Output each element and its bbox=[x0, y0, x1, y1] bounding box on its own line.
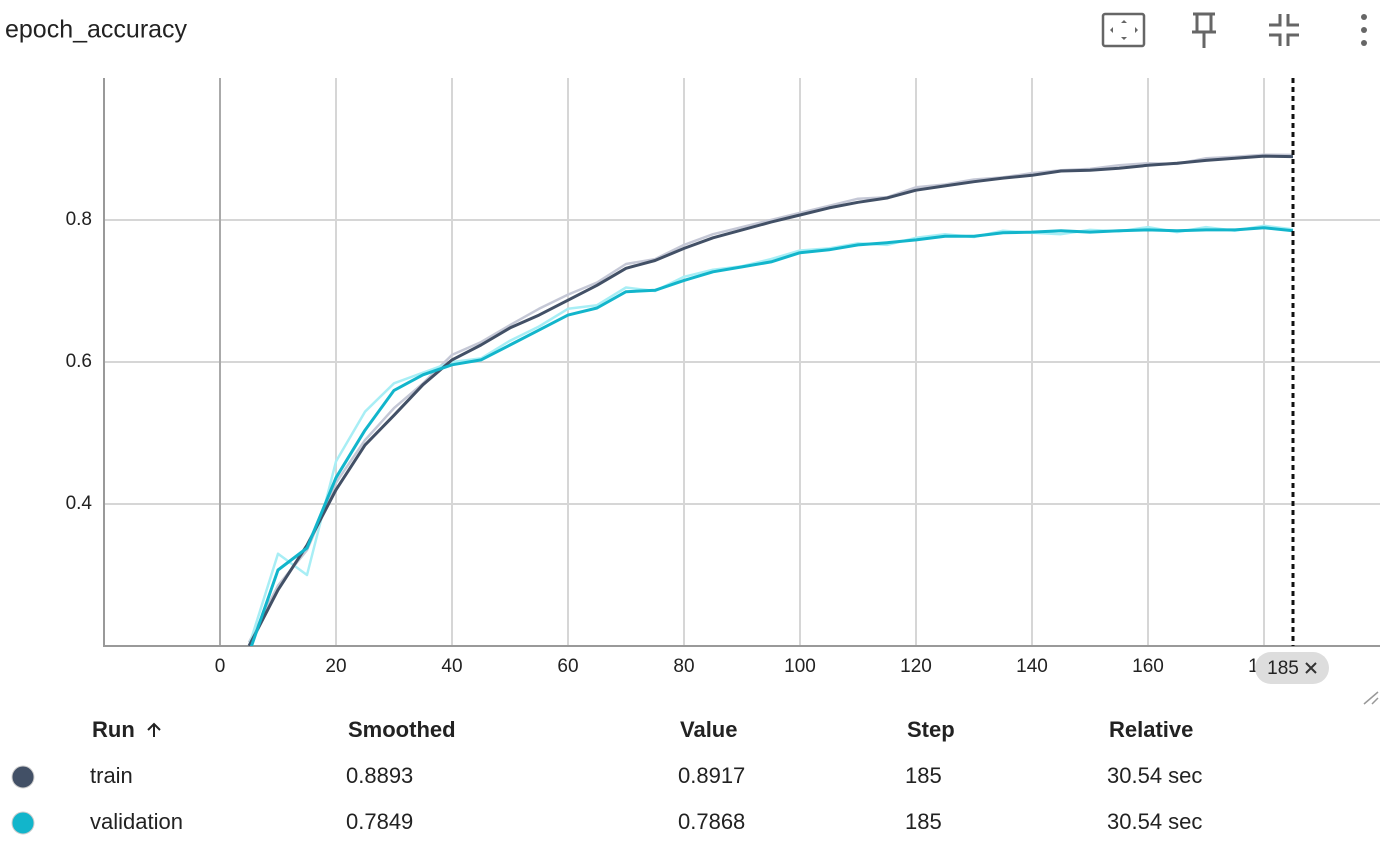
table-cell: 185 bbox=[905, 763, 942, 788]
cursor-close[interactable] bbox=[1305, 662, 1317, 674]
table-cell: 0.8917 bbox=[678, 763, 745, 788]
column-header[interactable]: Run bbox=[92, 717, 135, 742]
resize-handle[interactable] bbox=[1363, 691, 1379, 705]
table-cell: 0.7868 bbox=[678, 809, 745, 834]
x-tick-label: 0 bbox=[215, 656, 226, 677]
x-tick-label: 160 bbox=[1132, 656, 1164, 677]
x-tick-label: 60 bbox=[557, 656, 578, 677]
run-table: Run Smoothed Value Step Relative train 0.8893 0… bbox=[11, 717, 1202, 835]
x-tick-label: 140 bbox=[1016, 656, 1048, 677]
x-tick-label: 40 bbox=[441, 656, 462, 677]
x-tick-label: 80 bbox=[673, 656, 694, 677]
column-header: Smoothed bbox=[348, 717, 456, 742]
grid: 0.40.60.8020406080100120140160180 bbox=[66, 78, 1380, 677]
column-header: Step bbox=[907, 717, 955, 742]
run-swatch bbox=[11, 811, 35, 835]
cursor-label: 185 bbox=[1267, 658, 1299, 679]
x-tick-label: 100 bbox=[784, 656, 816, 677]
axis bbox=[103, 78, 1380, 647]
table-cell: 0.7849 bbox=[346, 809, 413, 834]
table-cell: validation bbox=[90, 809, 183, 834]
series-line bbox=[249, 226, 1294, 646]
y-tick-label: 0.4 bbox=[66, 493, 93, 514]
y-tick-label: 0.8 bbox=[66, 209, 92, 230]
x-tick-label: 120 bbox=[900, 656, 932, 677]
column-header: Value bbox=[680, 717, 737, 742]
table-cell: train bbox=[90, 763, 133, 788]
run-swatch bbox=[11, 765, 35, 789]
table-cell: 0.8893 bbox=[346, 763, 413, 788]
x-tick-label: 20 bbox=[325, 656, 346, 677]
table-cell: 30.54 sec bbox=[1107, 763, 1202, 788]
table-cell: 185 bbox=[905, 809, 942, 834]
table-cell: 30.54 sec bbox=[1107, 809, 1202, 834]
lines bbox=[247, 153, 1294, 646]
column-header: Relative bbox=[1109, 717, 1193, 742]
sort-arrow bbox=[147, 722, 161, 737]
raw-line bbox=[247, 224, 1294, 646]
overlay: 185 bbox=[1255, 78, 1329, 684]
series-line bbox=[247, 154, 1294, 646]
toolbar[interactable] bbox=[1101, 12, 1367, 48]
card-title: epoch_accuracy bbox=[5, 16, 188, 44]
cursor-badge[interactable] bbox=[1255, 652, 1329, 684]
y-tick-label: 0.6 bbox=[66, 351, 92, 372]
